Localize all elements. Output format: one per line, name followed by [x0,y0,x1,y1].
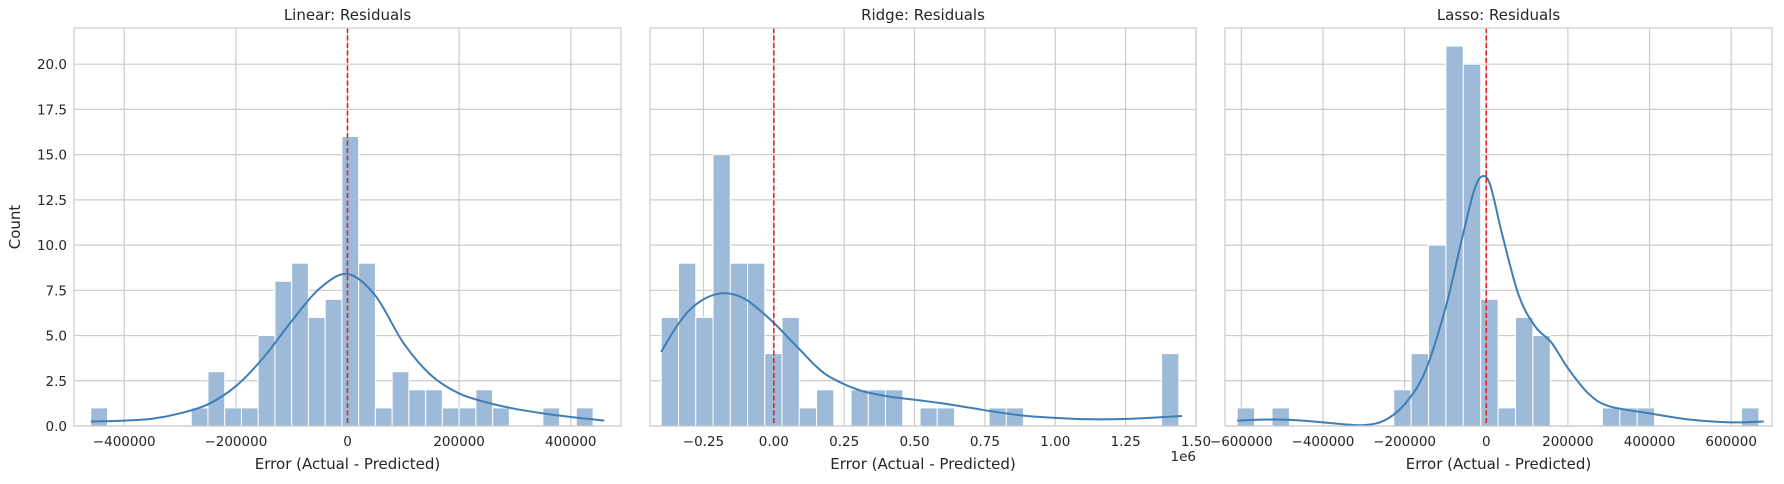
histogram-bar [91,408,108,426]
histogram-bar [459,408,476,426]
histogram-bar [1515,317,1532,426]
histogram-bar [225,408,242,426]
x-tick-label: 200000 [433,434,485,450]
x-axis-label: Error (Actual - Predicted) [830,455,1015,473]
histogram-bar [325,299,342,426]
histogram-bar [342,137,359,426]
panel-title: Ridge: Residuals [861,6,985,24]
y-axis-label: Count [6,205,24,250]
histogram-bar [241,408,258,426]
histogram-bar [292,263,309,426]
x-tick-label: 1.50 [1181,434,1211,450]
residual-panel-1: Linear: Residuals −400000 −200000 0 200000 40… [6,6,621,473]
histogram-bar [493,408,510,426]
x-tick-label: 400000 [545,434,597,450]
histogram-bar [696,317,713,426]
histogram-bar [409,390,426,426]
x-tick-label: 0.75 [970,434,1000,450]
histogram-bar [1637,408,1654,426]
histogram-bar [679,263,696,426]
histogram-bar [920,408,937,426]
x-tick-label: 0.00 [759,434,789,450]
y-tick-label: 15.0 [37,148,67,164]
histogram-bar [1162,354,1179,426]
x-tick-label: 400000 [1624,434,1676,450]
histogram-bar [476,390,493,426]
histogram-bar [442,408,459,426]
x-axis-label: Error (Actual - Predicted) [1406,455,1591,473]
x-tick-label: 1.00 [1040,434,1070,450]
histogram-bar [1602,408,1619,426]
y-tick-label: 5.0 [46,329,67,345]
histogram-bar [1481,299,1498,426]
histogram-bar [1237,408,1254,426]
panel-title: Lasso: Residuals [1437,6,1561,24]
x-tick-label: −0.25 [683,434,724,450]
histogram-bar [392,372,409,426]
x-tick-label: −200000 [204,434,267,450]
histogram-bar [1272,408,1289,426]
histogram-bar [799,408,816,426]
x-tick-label: 0 [343,434,352,450]
residual-panel-2: Ridge: Residuals −0.25 0.00 0.25 0.50 0.75 1.0… [650,6,1211,473]
residual-panel-3: Lasso: Residuals −600000 −400000 −200000 0 20… [1210,6,1772,473]
y-tick-label: 20.0 [37,57,67,73]
histogram-bar [886,390,903,426]
x-tick-label: 0.25 [829,434,859,450]
histogram-bar [258,336,275,426]
histogram-bar [275,281,292,426]
x-tick-label: 1.25 [1111,434,1141,450]
x-tick-label: −400000 [93,434,156,450]
histogram-bar [1498,408,1515,426]
y-tick-label: 12.5 [37,193,67,209]
histogram-bar [748,263,765,426]
histogram-bar [426,390,443,426]
histogram-bar [1463,64,1480,426]
x-tick-label: 200000 [1542,434,1594,450]
x-tick-label: −200000 [1373,434,1436,450]
histogram-bar [713,155,730,426]
panel-title: Linear: Residuals [284,6,412,24]
x-tick-label: −400000 [1292,434,1355,450]
histogram-bar [817,390,834,426]
y-tick-label: 10.0 [37,238,67,254]
histogram-bar [661,317,678,426]
x-tick-label: 0.50 [900,434,930,450]
histogram-bar [851,390,868,426]
histogram-bar [308,317,325,426]
y-tick-label: 2.5 [46,374,67,390]
y-tick-label: 0.0 [46,419,67,435]
histogram-bar [937,408,954,426]
x-axis-label: Error (Actual - Predicted) [255,455,440,473]
histogram-bar [1533,336,1550,426]
histogram-bar [1446,46,1463,426]
histogram-bar [1006,408,1023,426]
x-tick-label: −600000 [1210,434,1273,450]
histogram-bar [1742,408,1759,426]
y-tick-label: 17.5 [37,102,67,118]
x-offset-label: 1e6 [1171,449,1196,465]
y-tick-label: 7.5 [46,283,67,299]
histogram-bar [1411,354,1428,426]
x-tick-label: 600000 [1705,434,1757,450]
x-tick-label: 0 [1482,434,1491,450]
histogram-bar [730,263,747,426]
histogram-bar [375,408,392,426]
histogram-bar [543,408,560,426]
